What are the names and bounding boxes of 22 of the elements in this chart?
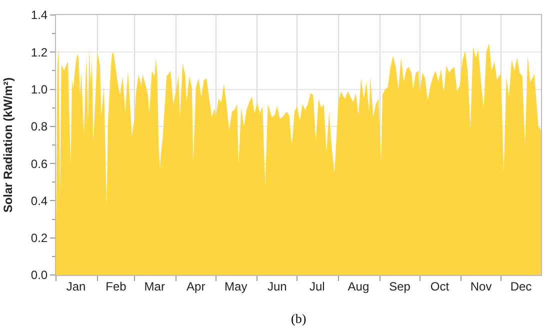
- x-tick-label: May: [224, 279, 248, 294]
- y-tick-label: 0.8: [30, 120, 48, 134]
- y-tick-label: 0.4: [30, 194, 48, 208]
- y-tick-label: 1.0: [30, 82, 48, 96]
- y-tick-label: 1.2: [30, 45, 48, 60]
- x-tick-label: Feb: [106, 279, 127, 294]
- x-tick-label: Jul: [309, 279, 325, 294]
- y-tick-label: 1.4: [30, 8, 48, 22]
- y-tick-label: 0.2: [30, 231, 48, 246]
- x-tick-label: Mar: [144, 279, 165, 294]
- y-tick-label: 0.0: [30, 268, 48, 282]
- y-axis-title: Solar Radiation (kW/m²): [1, 77, 16, 213]
- x-tick-label: Jan: [66, 279, 86, 294]
- x-tick-label: Nov: [470, 279, 492, 294]
- x-tick-label: Aug: [348, 279, 370, 294]
- text: (b): [291, 311, 306, 326]
- x-tick-label: Jun: [268, 279, 287, 294]
- x-tick-label: Sep: [389, 279, 411, 294]
- x-tick-label: Dec: [510, 279, 532, 294]
- y-tick-label: 0.6: [30, 156, 48, 171]
- x-tick-label: Apr: [186, 279, 206, 294]
- x-tick-label: Oct: [430, 279, 450, 294]
